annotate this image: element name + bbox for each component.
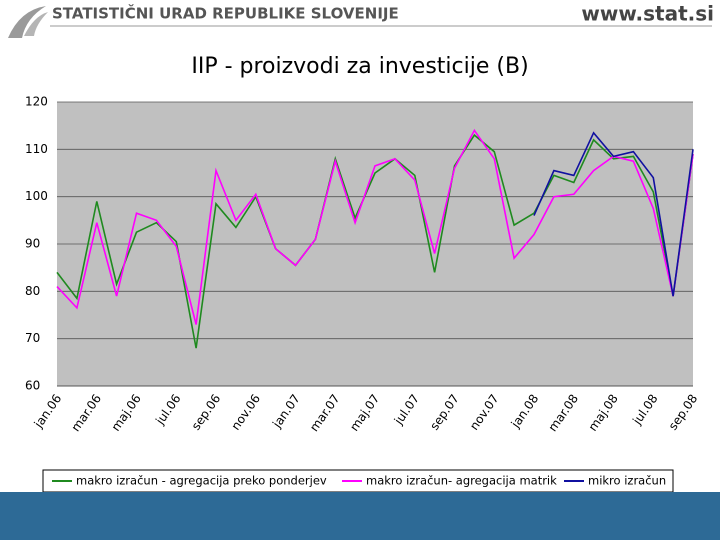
y-tick-label: 60 (25, 379, 40, 393)
y-tick-label: 100 (25, 189, 48, 203)
legend-label: makro izračun- agregacija matrik (366, 474, 557, 488)
y-tick-label: 70 (25, 331, 40, 345)
legend-label: mikro izračun (588, 474, 666, 488)
y-tick-label: 120 (25, 95, 48, 109)
url: www.stat.si (581, 2, 714, 26)
series-line (533, 131, 694, 297)
footer-band (0, 492, 720, 540)
chart-title: IIP - proizvodi za investicije (B) (191, 54, 528, 79)
y-tick-label: 80 (25, 284, 40, 298)
legend-label: makro izračun - agregacija preko ponderj… (76, 474, 327, 488)
y-tick-label: 90 (25, 237, 40, 251)
org-name: STATISTIČNI URAD REPUBLIKE SLOVENIJE (52, 4, 399, 23)
y-tick-label: 110 (25, 142, 48, 156)
logo (8, 6, 48, 38)
series-line (56, 128, 694, 325)
